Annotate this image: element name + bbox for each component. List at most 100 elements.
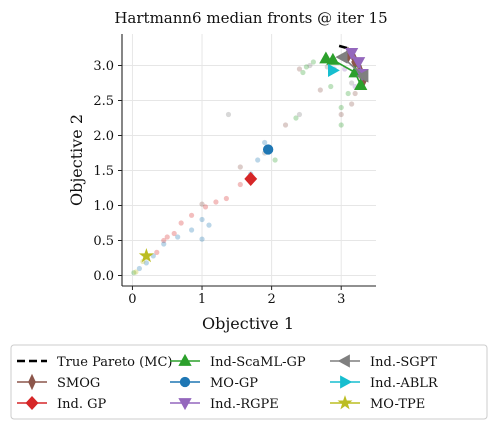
series-mo-gp <box>262 144 274 155</box>
legend-marker <box>337 354 350 368</box>
front-marker <box>335 50 348 64</box>
legend-label: Ind.-SGPT <box>370 355 437 370</box>
background-point <box>199 201 205 207</box>
legend-marker <box>28 373 36 391</box>
grid-lines <box>122 34 376 286</box>
chart-title: Hartmann6 median fronts @ iter 15 <box>114 9 387 27</box>
legend-item: Ind-ScaML-GP <box>170 353 306 370</box>
background-point <box>133 269 139 275</box>
background-point <box>199 236 205 242</box>
axes <box>121 34 376 287</box>
legend-label: Ind. GP <box>57 397 106 412</box>
background-point <box>223 195 229 202</box>
background-point <box>352 90 358 97</box>
legend-item: True Pareto (MC) <box>17 355 173 370</box>
legend-marker <box>337 395 353 410</box>
background-point <box>164 234 170 240</box>
legend-item: SMOG <box>17 373 100 391</box>
x-axis-label: Objective 1 <box>202 314 294 333</box>
legend-marker <box>340 375 353 389</box>
background-point <box>310 59 316 65</box>
background-point <box>171 230 177 237</box>
legend-item: Ind.-RGPE <box>170 397 279 412</box>
background-point <box>296 66 303 72</box>
background-point <box>202 204 209 210</box>
legend-label: Ind.-RGPE <box>210 397 279 412</box>
legend-marker <box>178 398 192 411</box>
background-point <box>225 111 232 118</box>
background-point <box>154 249 160 255</box>
series-ind-sgpt <box>335 50 369 83</box>
front-marker <box>354 77 368 90</box>
y-tick-label: 1.0 <box>93 199 114 214</box>
background-point <box>349 80 355 86</box>
legend-item: Ind. GP <box>17 395 106 412</box>
y-tick-label: 2.5 <box>93 94 114 109</box>
background-point <box>300 69 306 76</box>
front-marker <box>244 171 258 186</box>
y-tick-label: 0.5 <box>93 234 114 249</box>
background-point <box>206 222 212 228</box>
legend-label: MO-TPE <box>370 397 425 412</box>
legend-item: Ind.-ABLR <box>330 375 439 391</box>
legend-marker <box>179 376 191 388</box>
background-point <box>237 181 243 188</box>
background-point <box>349 101 355 107</box>
background-points <box>131 59 358 276</box>
y-tick-label: 0.0 <box>93 269 114 284</box>
background-point <box>272 157 278 163</box>
background-point <box>307 62 313 69</box>
background-point <box>338 104 344 111</box>
x-tick-label: 0 <box>128 292 136 307</box>
legend-label: MO-GP <box>210 376 258 391</box>
tick-labels: 0 1 2 3 0.0 0.5 1.0 1.5 2.0 2.5 3.0 <box>93 59 345 307</box>
background-point <box>178 220 184 226</box>
legend-label: Ind-ScaML-GP <box>210 355 306 370</box>
series-ind-gp <box>244 171 258 186</box>
series-fronts <box>138 46 369 263</box>
background-point <box>136 265 142 272</box>
background-point <box>255 157 261 163</box>
background-point <box>328 83 334 90</box>
legend-label: Ind.-ABLR <box>370 376 439 391</box>
front-marker <box>345 48 359 60</box>
background-point <box>131 270 137 276</box>
legend-item: MO-GP <box>170 376 258 391</box>
legend-label: True Pareto (MC) <box>57 355 173 370</box>
background-point <box>237 164 243 170</box>
background-point <box>317 87 323 93</box>
background-point <box>282 122 289 128</box>
x-tick-label: 1 <box>198 292 206 307</box>
y-axis-label: Objective 2 <box>67 114 86 206</box>
legend-marker <box>178 353 192 366</box>
front-marker <box>351 57 366 70</box>
background-point <box>296 111 303 118</box>
y-tick-label: 1.5 <box>93 164 114 179</box>
front-marker <box>356 69 369 83</box>
y-tick-label: 2.0 <box>93 129 114 144</box>
legend-item: MO-TPE <box>330 395 425 412</box>
background-point <box>161 237 167 244</box>
legend-box <box>10 344 488 420</box>
series-ind-ablr <box>328 63 340 78</box>
background-point <box>303 64 310 70</box>
x-tick-label: 3 <box>337 292 345 307</box>
series-mo-tpe <box>138 248 154 263</box>
front-marker <box>138 248 154 263</box>
background-point <box>188 227 195 233</box>
background-point <box>338 111 344 118</box>
front-marker <box>326 52 340 65</box>
background-point <box>338 122 344 128</box>
legend: True Pareto (MC) SMOG Ind. GP Ind-ScaML-GP M… <box>10 344 488 420</box>
y-tick-label: 3.0 <box>93 59 114 74</box>
legend-item: Ind.-SGPT <box>330 354 437 370</box>
legend-label: SMOG <box>57 376 100 391</box>
front-marker <box>262 144 274 155</box>
background-point <box>213 199 219 205</box>
background-point <box>143 260 149 266</box>
background-point <box>175 234 181 240</box>
legend-marker <box>25 395 39 411</box>
background-point <box>188 212 195 218</box>
background-point <box>262 139 268 146</box>
